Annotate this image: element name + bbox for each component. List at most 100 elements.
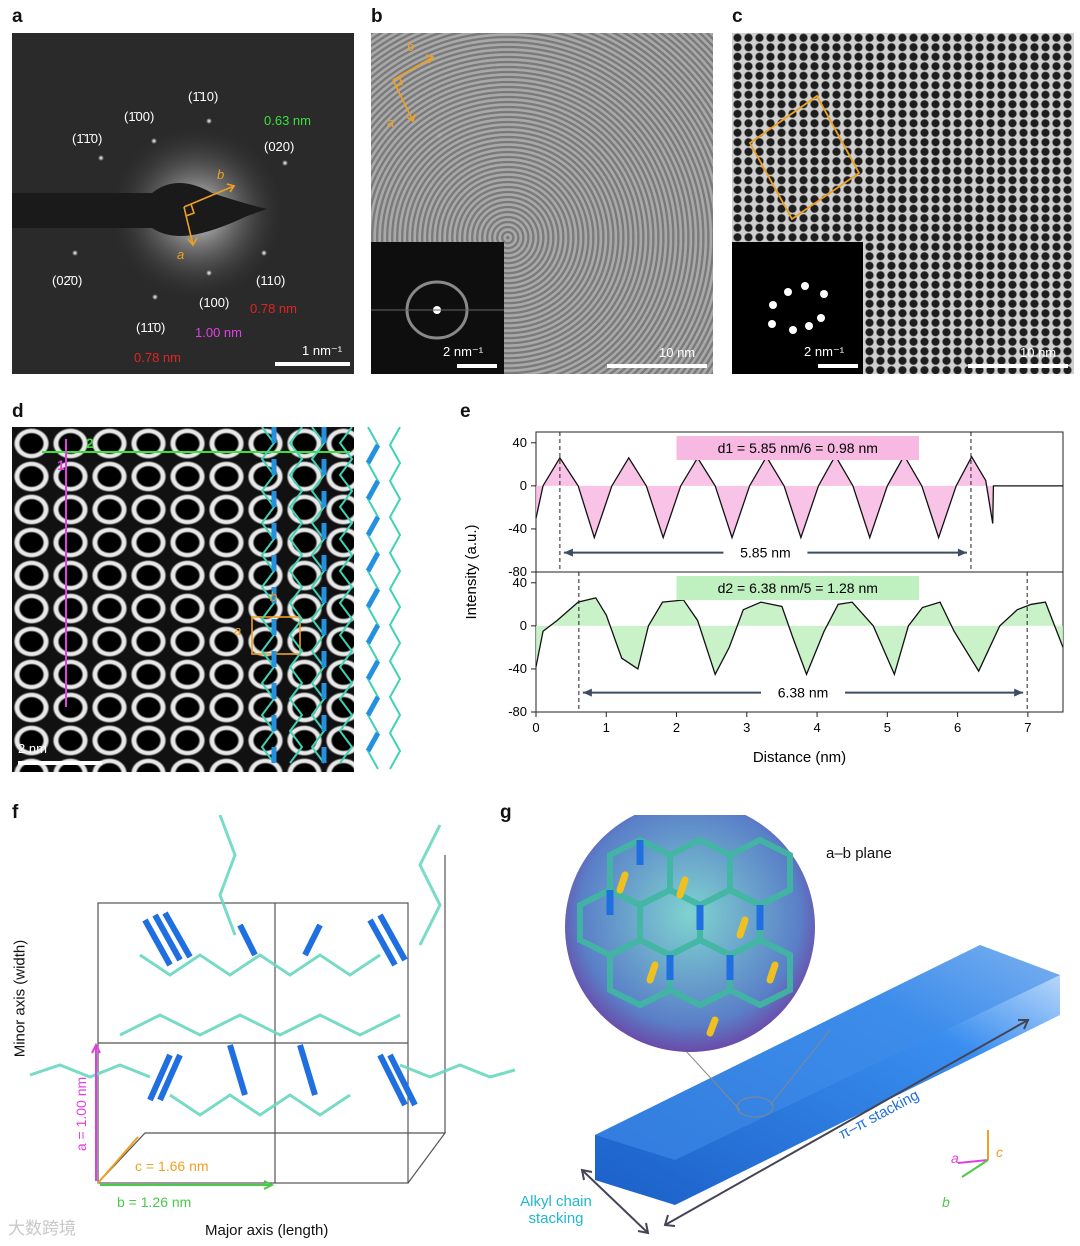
spot-label: (11̄0): [136, 320, 166, 335]
pi-stacking-cores: [142, 911, 418, 1107]
b-length-label: b = 1.26 nm: [117, 1194, 192, 1210]
spot-label: (02̄0): [52, 273, 83, 288]
y-tick-label: -40: [508, 661, 527, 676]
series-line: [535, 454, 1063, 540]
panel-label-g: g: [500, 802, 512, 823]
axis-b-label: b: [270, 589, 278, 604]
inset-scale-label: 2 nm⁻¹: [804, 344, 845, 359]
series-title: d2 = 6.38 nm/5 = 1.28 nm: [718, 580, 878, 596]
span-arrowhead: [563, 548, 573, 557]
hexagon-overlay: [260, 427, 354, 764]
alkyl-stacking-line2: stacking: [528, 1210, 584, 1227]
a-length-label-box: a = 1.00 nm: [66, 1050, 96, 1180]
x-tick-label: 1: [603, 720, 610, 735]
diffraction-image: [12, 33, 354, 374]
x-tick-label: 5: [884, 720, 891, 735]
scale-bar-label: 10 nm: [659, 345, 696, 360]
watermark: 大数跨境: [8, 1219, 76, 1238]
d-spacing-red: 0.78 nm: [134, 350, 181, 365]
alkyl-stacking-arrow: [581, 1169, 649, 1234]
y-tick-label: -40: [508, 521, 527, 536]
alkyl-stacking-label: Alkyl chain stacking: [510, 1193, 602, 1227]
axis-a-label: a: [387, 115, 395, 130]
stacking-bars: [271, 427, 327, 763]
spot-label: (020): [264, 139, 295, 154]
unit-cell-box: [748, 94, 861, 221]
y-axis-label: Intensity (a.u.): [463, 524, 480, 619]
series-fill: [536, 597, 1063, 675]
x-tick-label: 6: [954, 720, 961, 735]
series-fill: [536, 455, 1063, 538]
line-1-label: 1: [57, 457, 65, 473]
zigzag-chain-schematic: [365, 427, 402, 770]
hrtem-image: b a 2 nm⁻¹ 10 nm: [371, 33, 713, 374]
series-title: d1 = 5.85 nm/6 = 0.98 nm: [718, 440, 878, 456]
inset-scale-bar: [818, 364, 858, 368]
a-length-label: a = 1.00 nm: [73, 1076, 89, 1152]
axis-a-label: a: [177, 247, 185, 262]
y-tick-label: 40: [513, 575, 527, 590]
panel-label-c: c: [732, 6, 743, 27]
axes-triad: [957, 1130, 989, 1178]
scale-bar: [968, 364, 1068, 368]
axis-b-label: b: [407, 39, 415, 54]
y-tick-label: -80: [508, 704, 527, 719]
d-spacing-red: 0.78 nm: [250, 301, 297, 316]
x-tick-label: 2: [673, 720, 680, 735]
spot-label: (1̄1̄0): [72, 131, 103, 146]
scale-bar: [18, 761, 102, 765]
spot-label: (1̄00): [124, 109, 155, 124]
panel-label-a: a: [12, 6, 23, 27]
x-tick-label: 4: [813, 720, 820, 735]
minor-axis-label: Minor axis (width): [11, 939, 29, 1058]
scale-bar-label: 1 nm⁻¹: [302, 343, 343, 358]
series-title-bg: [676, 436, 919, 460]
unit-cell-box: [97, 855, 447, 1184]
crystal-structure-model: [29, 815, 516, 1190]
x-tick-label: 0: [532, 720, 539, 735]
scale-bar: [275, 362, 350, 366]
simulated-lattice-image: 1 2 b a 2 nm: [12, 427, 354, 772]
saed-pattern: (1̄10) (1̄00) (1̄1̄0) (020) (02̄0) (110)…: [12, 33, 354, 374]
triad-c-label: c: [996, 1144, 1003, 1160]
span-label: 5.85 nm: [740, 545, 791, 561]
nanoribbon-model: [565, 815, 1060, 1235]
axis-a-label: a: [234, 623, 242, 638]
panel-label-b: b: [371, 6, 383, 27]
span-label: 6.38 nm: [778, 685, 829, 701]
axis-arrows: [183, 183, 236, 247]
span-arrowhead: [957, 548, 967, 557]
pi-stacking-arrow: [664, 1019, 1029, 1226]
major-axis-label: Major axis (length): [205, 1222, 329, 1239]
spot-label: (100): [199, 295, 230, 310]
x-tick-label: 3: [743, 720, 750, 735]
ab-plane-label: a–b plane: [826, 845, 892, 862]
axis-b-label: b: [217, 167, 225, 182]
alkyl-stacking-line1: Alkyl chain: [520, 1193, 592, 1210]
y-tick-label: 40: [513, 435, 527, 450]
fft-inset: 2 nm⁻¹: [371, 242, 504, 374]
scale-bar-label: 10 nm: [1020, 345, 1057, 360]
y-tick-label: -80: [508, 564, 527, 579]
spot-label: (110): [256, 273, 286, 288]
filtered-image: 2 nm⁻¹ 10 nm: [732, 33, 1074, 374]
d-spacing-magenta: 1.00 nm: [195, 325, 242, 340]
span-arrowhead: [582, 688, 592, 697]
x-tick-label: 7: [1024, 720, 1031, 735]
panel-label-f: f: [12, 802, 19, 823]
axis-arrows: [392, 54, 435, 123]
line-2-label: 2: [86, 435, 94, 451]
span-label-bg: [761, 682, 846, 703]
series-title-bg: [676, 576, 919, 600]
y-tick-label: 0: [520, 618, 527, 633]
triad-b-label: b: [942, 1194, 950, 1210]
panel-label-d: d: [12, 401, 24, 422]
d-spacing-green: 0.63 nm: [264, 113, 311, 128]
span-label-bg: [723, 542, 808, 563]
inset-scale-bar: [457, 364, 497, 368]
fft-inset: 2 nm⁻¹: [732, 242, 863, 374]
inset-scale-label: 2 nm⁻¹: [443, 344, 484, 359]
x-axis-label: Distance (nm): [753, 749, 846, 766]
triad-a-label: a: [951, 1150, 959, 1166]
